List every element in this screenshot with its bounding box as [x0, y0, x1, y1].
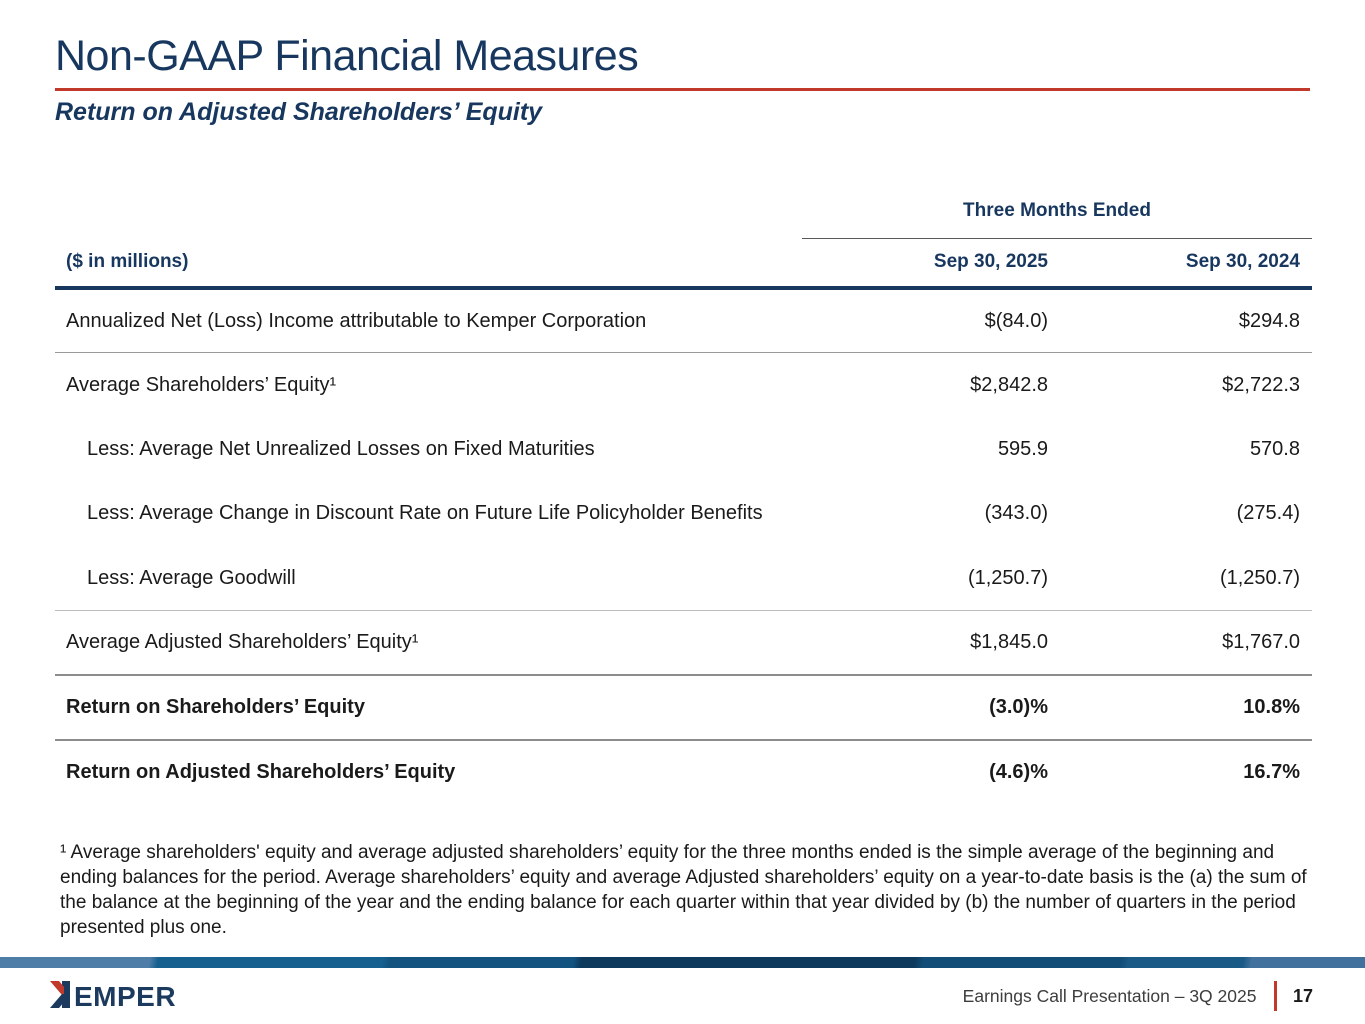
logo-wordmark: EMPER: [74, 981, 176, 1010]
row-value-2025: $(84.0): [802, 288, 1052, 353]
row-value-2025: 595.9: [997, 437, 1048, 460]
row-value-2025: (4.6)%: [989, 760, 1048, 783]
page-number: 17: [1292, 985, 1313, 1006]
table-row: Annualized Net (Loss) Income attributabl…: [55, 288, 1312, 353]
page-title: Non-GAAP Financial Measures: [55, 32, 639, 80]
footer-caption: Earnings Call Presentation – 3Q 2025: [962, 985, 1257, 1006]
row-value-2025: $2,842.8: [970, 373, 1048, 396]
row-label: Less: Average Net Unrealized Losses on F…: [87, 437, 595, 460]
column-header-sep-2025: Sep 30, 2025: [802, 238, 1052, 290]
row-value-2024: (1,250.7): [1052, 546, 1312, 611]
row-value-2024: (275.4): [1236, 502, 1300, 525]
row-value-2024: $1,767.0: [1052, 610, 1312, 676]
slide-subtitle: Return on Adjusted Shareholders’ Equity: [55, 98, 543, 126]
row-label: Less: Average Change in Discount Rate on…: [87, 502, 763, 525]
footer-red-divider: [1274, 981, 1277, 1011]
group-header: Three Months Ended: [802, 190, 1312, 239]
row-value-2024: 10.8%: [1052, 675, 1312, 741]
units-header: ($ in millions): [55, 238, 802, 290]
row-label: Average Adjusted Shareholders’ Equity¹: [55, 610, 802, 676]
group-header-row: Three Months Ended: [55, 190, 1312, 239]
row-label: Less: Average Goodwill: [55, 546, 802, 611]
row-value-2024: 570.8: [1249, 437, 1300, 460]
row-label: Average Shareholders’ Equity¹: [66, 373, 337, 396]
table-row: Less: Average Goodwill (1,250.7) (1,250.…: [55, 546, 1312, 611]
row-value-2025: (1,250.7): [802, 546, 1052, 611]
footnote: ¹ Average shareholders' equity and avera…: [60, 842, 1307, 939]
column-header-sep-2024: Sep 30, 2024: [1052, 238, 1312, 290]
footer-right: Earnings Call Presentation – 3Q 2025 17: [963, 980, 1313, 1012]
financial-table: Three Months Ended ($ in millions) Sep 3…: [55, 190, 1312, 804]
table-row: Less: Average Net Unrealized Losses on F…: [55, 417, 1312, 482]
table-row: Less: Average Change in Discount Rate on…: [55, 482, 1312, 547]
footer-accent-bar: [0, 957, 1365, 968]
row-label: Return on Adjusted Shareholders’ Equity: [66, 760, 456, 783]
row-label: Return on Shareholders’ Equity: [55, 675, 802, 741]
row-value-2025: (3.0)%: [802, 675, 1052, 741]
logo-k-lower-arm: [50, 994, 64, 1008]
table-row: Average Adjusted Shareholders’ Equity¹ $…: [55, 610, 1312, 676]
table-row: Return on Shareholders’ Equity (3.0)% 10…: [55, 675, 1312, 741]
kemper-logo: EMPER: [50, 981, 176, 1010]
row-value-2024: 16.7%: [1243, 760, 1300, 783]
row-value-2025: (343.0): [984, 502, 1048, 525]
table-row: Average Shareholders’ Equity¹ $2,842.8 $…: [55, 353, 1312, 418]
logo-k-stem: [62, 981, 70, 1008]
table-row: Return on Adjusted Shareholders’ Equity …: [55, 740, 1312, 805]
logo-k-upper-arm-red: [50, 981, 64, 995]
row-value-2025: $1,845.0: [802, 610, 1052, 676]
row-label: Annualized Net (Loss) Income attributabl…: [55, 288, 802, 353]
group-header-spacer: [55, 190, 802, 238]
title-underline: [55, 88, 1310, 91]
column-header-row: ($ in millions) Sep 30, 2025 Sep 30, 202…: [55, 238, 1312, 290]
row-value-2024: $294.8: [1052, 288, 1312, 353]
row-value-2024: $2,722.3: [1222, 373, 1300, 396]
